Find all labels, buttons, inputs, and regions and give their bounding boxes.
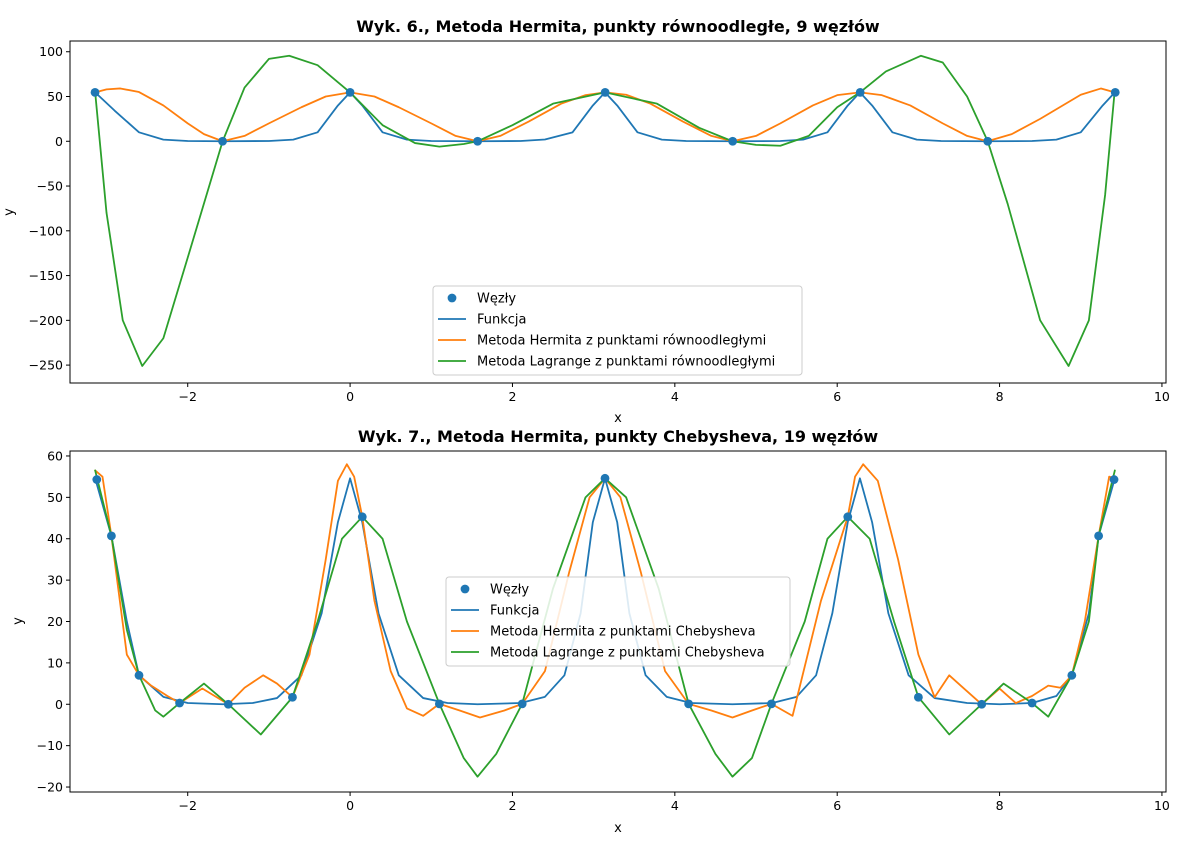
- legend-label-3: Metoda Lagrange z punktami Chebysheva: [490, 646, 765, 661]
- y-tick-label: −10: [37, 738, 63, 753]
- y-tick-label: −250: [29, 358, 63, 373]
- y-tick-label: 40: [47, 531, 63, 546]
- y-tick-label: −100: [29, 223, 63, 238]
- series-line-2: [94, 463, 1116, 719]
- y-tick-label: 20: [47, 614, 63, 629]
- y-tick-label: 0: [55, 697, 63, 712]
- y-tick-label: 50: [47, 89, 63, 104]
- y-tick-label: −50: [37, 179, 63, 194]
- node-point: [517, 699, 527, 709]
- y-tick-label: 0: [55, 134, 63, 149]
- node-point: [1067, 670, 1077, 680]
- node-point: [1027, 698, 1037, 708]
- legend-label-2: Metoda Hermita z punktami Chebysheva: [490, 625, 756, 640]
- axes-frame: [69, 40, 1167, 384]
- node-point: [473, 136, 483, 146]
- y-tick-label: 100: [39, 44, 63, 59]
- node-point: [1110, 87, 1120, 97]
- legend-label-3: Metoda Lagrange z punktami równoodległym…: [477, 355, 775, 370]
- y-tick-label: 10: [47, 655, 63, 670]
- node-point: [357, 512, 367, 522]
- legend-box: [432, 285, 803, 376]
- x-tick-label: 2: [508, 389, 516, 404]
- x-tick-label: 8: [996, 389, 1004, 404]
- y-tick-label: 60: [47, 448, 63, 463]
- x-axis-label: x: [614, 411, 622, 426]
- node-point: [223, 699, 233, 709]
- chart-title: Wyk. 6., Metoda Hermita, punkty równoodl…: [356, 17, 880, 36]
- legend-label-2: Metoda Hermita z punktami równoodległymi: [477, 334, 766, 349]
- legend-box: [445, 576, 791, 667]
- node-point: [90, 87, 100, 97]
- node-point: [843, 512, 853, 522]
- node-point: [134, 670, 144, 680]
- x-tick-label: 4: [671, 389, 679, 404]
- x-tick-label: 8: [996, 798, 1004, 813]
- node-point: [218, 136, 227, 146]
- legend: Węzły Funkcja Metoda Hermita z punktami Ch…: [445, 576, 791, 667]
- chart-top: Wyk. 6., Metoda Hermita, punkty równoodl…: [2, 17, 1170, 426]
- legend-marker-nodes: [460, 584, 470, 594]
- node-point: [175, 698, 185, 708]
- legend-label-nodes: Węzły: [477, 292, 516, 307]
- node-point: [288, 692, 297, 702]
- legend-marker-nodes: [447, 293, 457, 303]
- node-markers: [92, 473, 1119, 709]
- node-point: [1094, 531, 1104, 541]
- x-tick-label: −2: [178, 389, 196, 404]
- series-line-3: [94, 469, 1116, 778]
- node-markers: [90, 87, 1120, 146]
- legend-label-nodes: Węzły: [490, 583, 529, 598]
- node-point: [728, 136, 738, 146]
- node-point: [855, 87, 865, 97]
- node-point: [767, 699, 776, 709]
- x-tick-label: 2: [508, 798, 516, 813]
- chart-title: Wyk. 7., Metoda Hermita, punkty Chebyshe…: [358, 427, 879, 446]
- x-tick-label: 10: [1154, 798, 1170, 813]
- node-point: [92, 475, 102, 484]
- node-point: [977, 699, 987, 709]
- y-axis-label: y: [2, 208, 17, 216]
- node-point: [684, 699, 694, 709]
- node-point: [107, 531, 116, 541]
- y-tick-label: 50: [47, 490, 63, 505]
- node-point: [1109, 475, 1119, 484]
- y-tick-label: −150: [29, 268, 63, 283]
- x-tick-label: 4: [671, 798, 679, 813]
- x-tick-label: 10: [1154, 389, 1170, 404]
- x-tick-label: −2: [178, 798, 196, 813]
- y-tick-label: −200: [29, 313, 63, 328]
- plot-area: −2 0 2 4 6 8 10 −250 −200 −150 −100 −50 0 50 100: [29, 40, 1170, 404]
- y-tick-label: 30: [47, 573, 63, 588]
- x-tick-label: 6: [833, 389, 841, 404]
- x-axis-label: x: [614, 821, 622, 836]
- x-tick-label: 0: [346, 389, 354, 404]
- node-point: [434, 699, 444, 709]
- chart-bottom: Wyk. 7., Metoda Hermita, punkty Chebyshe…: [11, 427, 1170, 836]
- node-point: [345, 87, 355, 97]
- legend: Węzły Funkcja Metoda Hermita z punktami ró…: [432, 285, 803, 376]
- node-point: [600, 87, 610, 97]
- x-tick-label: 0: [346, 798, 354, 813]
- x-tick-label: 6: [833, 798, 841, 813]
- legend-label-1: Funkcja: [490, 604, 540, 619]
- node-point: [600, 473, 610, 483]
- node-point: [913, 692, 923, 702]
- node-point: [983, 136, 993, 146]
- y-axis-label: y: [11, 617, 26, 625]
- legend-label-1: Funkcja: [477, 313, 527, 328]
- y-tick-label: −20: [37, 780, 63, 795]
